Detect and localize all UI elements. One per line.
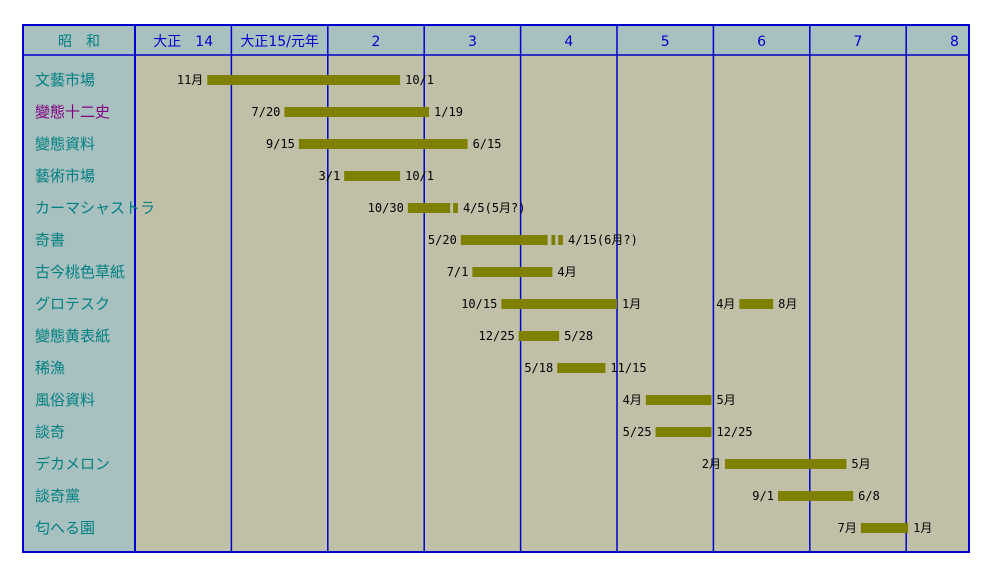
row-label: 古今桃色草紙 <box>35 263 125 281</box>
period-bar <box>472 267 553 277</box>
bar-start-label: 4月 <box>623 393 642 407</box>
bar-end-label: 6/8 <box>858 489 880 503</box>
year-column-header: 大正15/元年 <box>240 34 319 50</box>
bar-start-label: 7月 <box>838 521 857 535</box>
period-bar <box>460 235 548 245</box>
year-column-header: 大正 14 <box>153 34 213 50</box>
row-label: 變態十二史 <box>35 103 110 121</box>
period-bar <box>344 171 401 181</box>
bar-end-label: 12/25 <box>716 425 752 439</box>
row-label: 稀漁 <box>35 359 65 377</box>
period-bar <box>724 459 847 469</box>
period-bar <box>284 107 430 117</box>
period-bar <box>860 523 909 533</box>
period-bar <box>551 235 556 245</box>
header-era-label: 昭 和 <box>58 34 100 50</box>
year-column-header: 3 <box>468 34 477 50</box>
bar-end-label: 8月 <box>778 297 797 311</box>
bar-end-label: 4月 <box>557 265 576 279</box>
bar-start-label: 12/25 <box>479 329 515 343</box>
bar-end-label: 11/15 <box>610 361 646 375</box>
period-bar <box>777 491 854 501</box>
bar-end-label: 10/1 <box>405 169 434 183</box>
chart-border <box>22 24 970 553</box>
period-bar <box>645 395 712 405</box>
bar-start-label: 5/25 <box>623 425 652 439</box>
bar-start-label: 5/18 <box>524 361 553 375</box>
bar-end-label: 1月 <box>622 297 641 311</box>
period-bar <box>739 299 774 309</box>
bar-end-label: 6/15 <box>473 137 502 151</box>
bar-end-label: 4/15(6月?) <box>568 233 638 247</box>
row-label: 變態黄表紙 <box>35 327 110 345</box>
period-bar <box>518 331 560 341</box>
bar-start-label: 11月 <box>177 73 203 87</box>
year-column-header: 8 <box>950 34 959 50</box>
row-label: 藝術市場 <box>35 167 95 185</box>
row-label: 匂へる園 <box>35 519 95 537</box>
bar-end-label: 1/19 <box>434 105 463 119</box>
bar-start-label: 9/15 <box>266 137 295 151</box>
period-bar <box>207 75 401 85</box>
bar-start-label: 4月 <box>716 297 735 311</box>
plot-background <box>23 25 969 552</box>
row-label: カーマシャストラ <box>35 199 155 217</box>
bar-start-label: 5/20 <box>428 233 457 247</box>
bar-end-label: 1月 <box>913 521 932 535</box>
period-bar <box>453 203 458 213</box>
year-column-header: 4 <box>564 34 573 50</box>
bar-start-label: 3/1 <box>319 169 341 183</box>
bar-start-label: 7/20 <box>252 105 281 119</box>
row-label: 文藝市場 <box>35 71 95 89</box>
bar-end-label: 4/5(5月?) <box>463 201 526 215</box>
bar-start-label: 10/30 <box>368 201 404 215</box>
period-bar <box>407 203 451 213</box>
row-label: 風俗資料 <box>35 391 95 409</box>
row-label: デカメロン <box>35 455 110 473</box>
year-column-header: 2 <box>372 34 381 50</box>
period-bar <box>557 363 606 373</box>
period-bar <box>655 427 712 437</box>
period-bar <box>501 299 617 309</box>
row-label: 奇書 <box>35 231 65 249</box>
bar-end-label: 5月 <box>716 393 735 407</box>
period-bar <box>558 235 564 245</box>
bar-end-label: 5月 <box>851 457 870 471</box>
bar-start-label: 10/15 <box>461 297 497 311</box>
bar-start-label: 9/1 <box>752 489 774 503</box>
bar-end-label: 10/1 <box>405 73 434 87</box>
year-column-header: 6 <box>757 34 766 50</box>
row-label: 變態資料 <box>35 135 95 153</box>
year-column-header: 7 <box>854 34 863 50</box>
row-label: 談奇黨 <box>35 487 80 505</box>
label-column-background <box>23 25 135 552</box>
year-column-header: 5 <box>661 34 670 50</box>
bar-start-label: 2月 <box>702 457 721 471</box>
row-label: グロテスク <box>35 295 110 313</box>
bar-start-label: 7/1 <box>447 265 469 279</box>
row-label: 談奇 <box>35 423 65 441</box>
period-bar <box>298 139 468 149</box>
header-row-background <box>23 25 969 55</box>
bar-end-label: 5/28 <box>564 329 593 343</box>
